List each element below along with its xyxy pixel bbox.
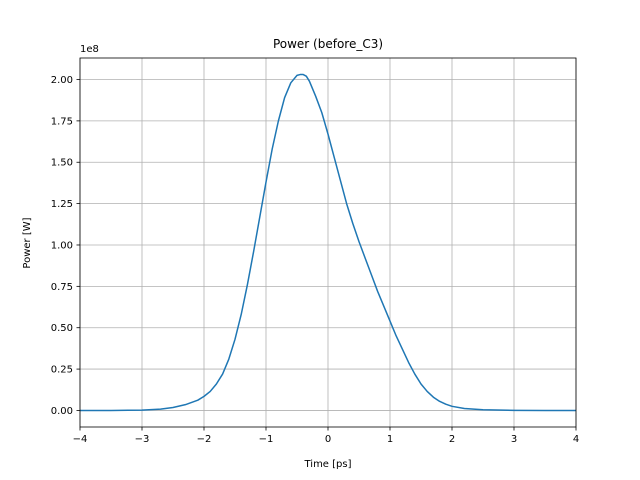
plot-area (80, 73, 577, 412)
axis-ticks: −4 −3 −2 −1 0 1 2 3 4 0.00 0.25 0.50 0.75 1.00 1.25 1.5… (51, 75, 579, 445)
x-tick-label: 4 (573, 434, 579, 445)
grid (79, 58, 577, 427)
y-tick-label: 0.25 (51, 365, 73, 376)
x-axis-label: Time [ps] (303, 459, 351, 470)
plot-frame (79, 57, 577, 428)
y-tick-label: 0.00 (51, 406, 73, 417)
x-tick-label: 3 (511, 434, 517, 445)
x-tick-label: −1 (259, 434, 274, 445)
x-tick-label: 2 (449, 434, 455, 445)
chart-title: Power (before_C3) (273, 37, 383, 51)
y-tick-label: 2.00 (51, 75, 73, 86)
x-tick-label: −2 (197, 434, 212, 445)
y-tick-label: 1.00 (51, 240, 73, 251)
y-tick-label: 0.50 (51, 323, 73, 334)
x-tick-label: 0 (325, 434, 331, 445)
power-series-line (80, 73, 577, 412)
y-offset-text: 1e8 (80, 44, 99, 55)
y-tick-label: 0.75 (51, 282, 73, 293)
x-tick-label: 1 (387, 434, 393, 445)
y-tick-label: 1.75 (51, 116, 73, 127)
x-tick-label: −4 (73, 434, 88, 445)
x-tick-label: −3 (135, 434, 150, 445)
y-tick-label: 1.50 (51, 158, 73, 169)
y-axis-label: Power [W] (22, 217, 33, 268)
y-tick-label: 1.25 (51, 199, 73, 210)
